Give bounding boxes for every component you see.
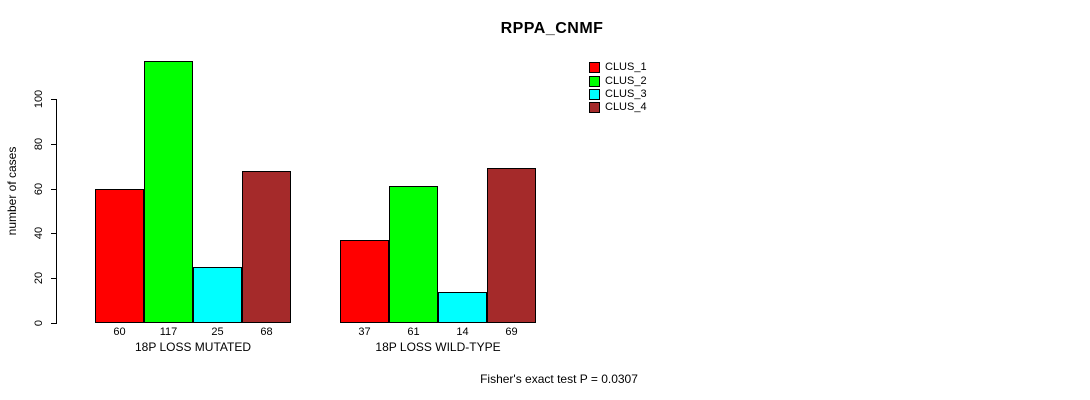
legend-swatch-icon xyxy=(589,102,600,114)
bar-clus_2-group1 xyxy=(389,186,438,323)
chart-title: RPPA_CNMF xyxy=(500,20,604,37)
bar-value-label: 117 xyxy=(159,326,178,338)
y-tick-label: 0 xyxy=(33,319,45,327)
y-tick-label: 60 xyxy=(33,182,45,196)
y-axis-label: number of cases xyxy=(5,146,19,236)
bar-value-label: 25 xyxy=(211,326,224,338)
legend-swatch-icon xyxy=(589,62,600,74)
y-tick-mark xyxy=(51,323,57,324)
group-label-wild-type: 18P LOSS WILD-TYPE xyxy=(375,340,501,354)
bar-clus_3-group0 xyxy=(193,267,242,323)
legend-item-clus_3: CLUS_3 xyxy=(589,88,647,101)
bar-clus_3-group1 xyxy=(438,292,487,323)
bar-clus_1-group1 xyxy=(340,240,389,323)
legend-item-clus_1: CLUS_1 xyxy=(589,61,647,74)
y-tick-label: 80 xyxy=(33,137,45,151)
bar-value-label: 68 xyxy=(260,326,273,338)
legend-label: CLUS_1 xyxy=(605,61,647,74)
bar-value-label: 60 xyxy=(113,326,126,338)
bar-value-label: 37 xyxy=(358,326,371,338)
bar-clus_1-group0 xyxy=(95,189,144,323)
y-tick-mark xyxy=(51,144,57,145)
bar-value-label: 61 xyxy=(407,326,420,338)
bar-value-label: 69 xyxy=(505,326,518,338)
group-label-mutated: 18P LOSS MUTATED xyxy=(134,340,252,354)
legend-label: CLUS_3 xyxy=(605,87,647,100)
y-tick-mark xyxy=(51,189,57,190)
legend-swatch-icon xyxy=(589,88,600,100)
fisher-test-annotation: Fisher's exact test P = 0.0307 xyxy=(480,372,638,386)
bar-clus_2-group0 xyxy=(144,61,193,323)
legend: CLUS_1 CLUS_2 CLUS_3 CLUS_4 xyxy=(589,61,647,115)
y-tick-label: 40 xyxy=(33,226,45,240)
legend-item-clus_4: CLUS_4 xyxy=(589,101,647,114)
bar-value-label: 14 xyxy=(456,326,469,338)
legend-label: CLUS_4 xyxy=(605,101,647,114)
y-tick-mark xyxy=(51,99,57,100)
legend-swatch-icon xyxy=(589,75,600,87)
bar-clus_4-group1 xyxy=(487,168,536,323)
y-tick-label: 20 xyxy=(33,271,45,285)
y-tick-mark xyxy=(51,278,57,279)
y-axis-line xyxy=(56,99,57,324)
legend-item-clus_2: CLUS_2 xyxy=(589,74,647,87)
y-tick-mark xyxy=(51,233,57,234)
y-tick-label: 100 xyxy=(33,89,45,109)
bar-clus_4-group0 xyxy=(242,171,291,323)
legend-label: CLUS_2 xyxy=(605,74,647,87)
